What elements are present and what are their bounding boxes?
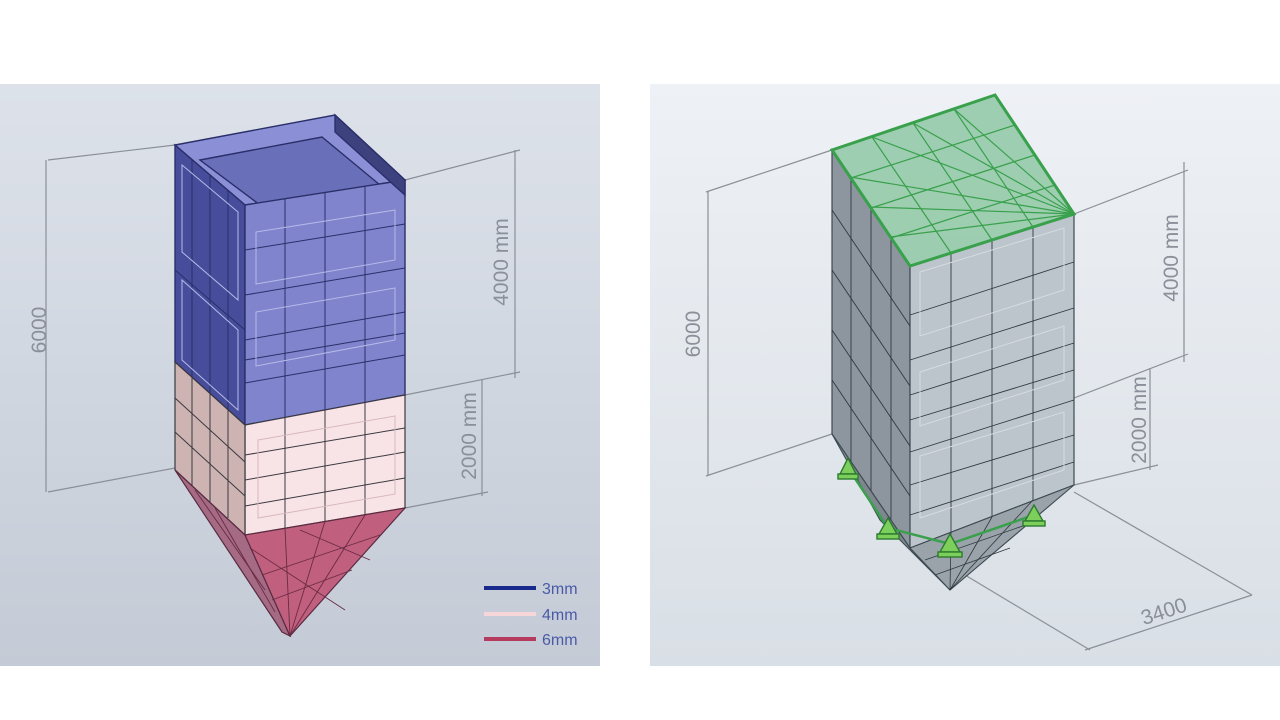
legend-item-6mm: 6mm [484,632,578,649]
top-cover-bracing [849,108,1075,254]
dimension-total-height: 6000 [28,307,51,354]
dimension-lines [45,144,521,509]
silo-top-cover [829,93,1077,268]
support-icon [1022,503,1046,527]
svg-text:4mm: 4mm [542,607,578,624]
legend-item-4mm: 4mm [484,607,578,624]
middle-shell-stiffener [257,415,396,519]
svg-text:6mm: 6mm [542,632,578,649]
middle-shell-grid [174,378,406,528]
dimension-lower-height: 2000 mm [458,392,481,480]
upper-shell-stiffeners [181,163,396,412]
supports [837,456,1046,558]
silo-body-stiffeners [919,227,1065,519]
dimension-upper-height: 4000 mm [1160,214,1183,302]
support-icon [876,516,900,540]
model-view-drawing: 6000 4000 mm 2000 mm 3400 [650,84,1280,666]
thickness-view-panel: 6000 4000 mm 2000 mm [0,84,600,666]
upper-shell-grid [174,160,406,418]
thickness-legend: 3mm 4mm 6mm [484,581,578,649]
thickness-view-drawing: 6000 4000 mm 2000 mm [0,84,600,666]
dimension-lines [705,149,1253,651]
dimension-upper-height: 4000 mm [490,218,513,306]
dimension-lower-height: 2000 mm [1128,376,1151,464]
hopper-grid [194,489,381,637]
silo-body-grid [831,178,1075,532]
dimension-total-height: 6000 [682,311,705,358]
support-icon [837,456,859,480]
legend-item-3mm: 3mm [484,581,578,598]
model-view-panel: 6000 4000 mm 2000 mm 3400 [650,84,1280,666]
svg-text:3mm: 3mm [542,581,578,598]
support-ring [846,467,1035,546]
support-icon [937,532,963,558]
